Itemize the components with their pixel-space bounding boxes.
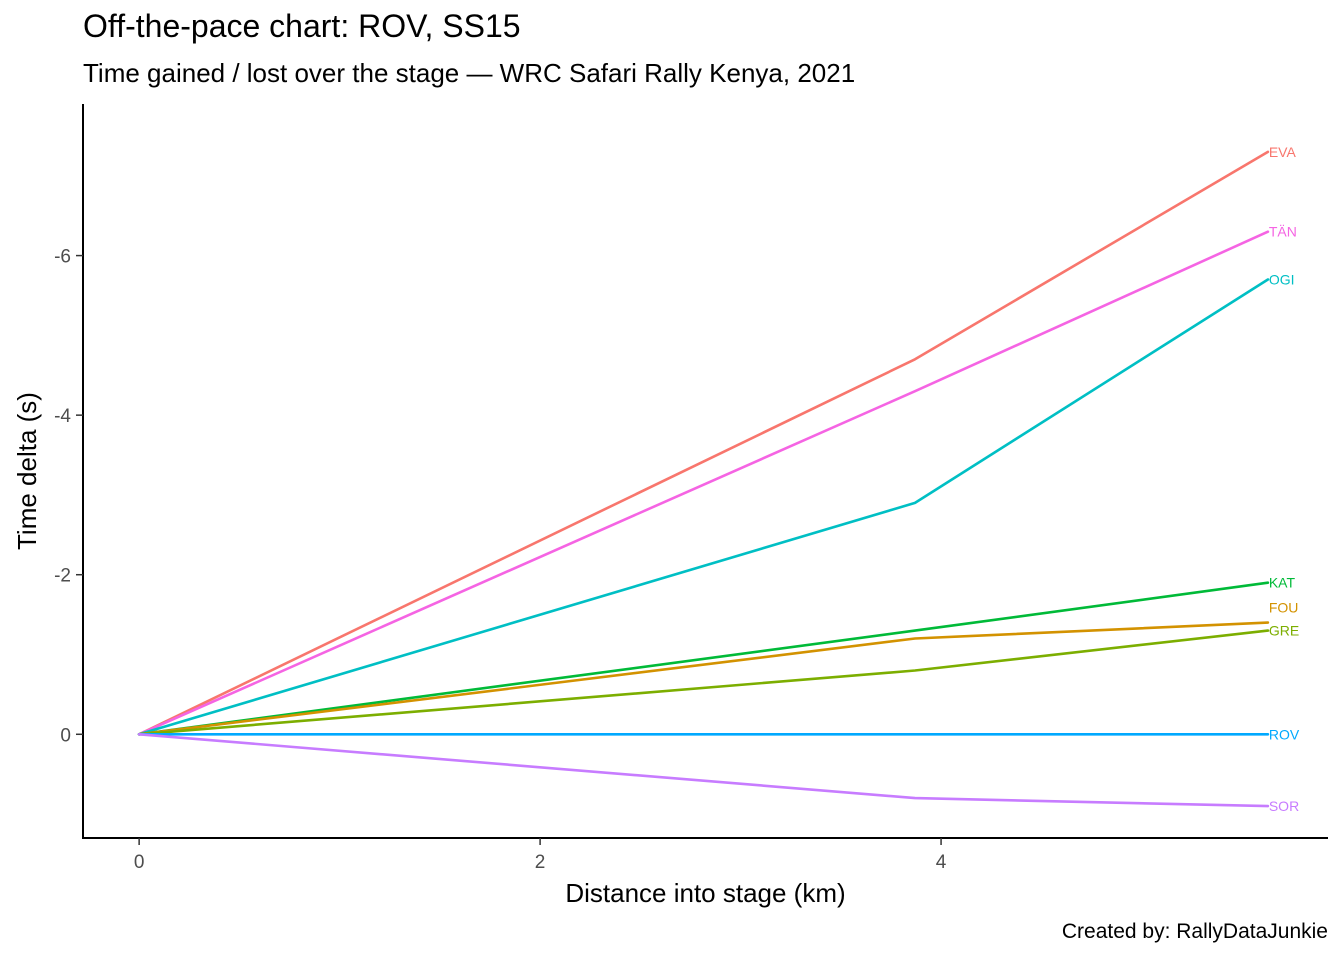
series-label-tän: TÄN [1269, 224, 1297, 240]
series-label-kat: KAT [1269, 575, 1296, 591]
series-end-labels: EVA TÄN OGI KAT FOU GRE ROV SOR [1269, 144, 1300, 814]
chart-caption: Created by: RallyDataJunkie [1061, 920, 1328, 943]
series-line-kat [137, 581, 1270, 736]
y-tick-label: -2 [54, 566, 71, 587]
y-tick-label: 0 [60, 725, 71, 746]
y-axis-title: Time delta (s) [12, 392, 42, 550]
x-tick-label: 4 [936, 852, 947, 873]
chart-subtitle: Time gained / lost over the stage — WRC … [83, 58, 856, 88]
series-label-fou: FOU [1269, 600, 1299, 616]
series-lines [137, 150, 1270, 808]
y-axis: 0 -2 -4 -6 [54, 247, 83, 746]
x-axis: 0 2 4 [134, 838, 947, 873]
series-label-rov: ROV [1269, 726, 1300, 742]
series-line-eva [137, 150, 1270, 736]
series-label-eva: EVA [1269, 144, 1297, 160]
series-line-tän [137, 230, 1270, 736]
series-line-fou [137, 621, 1270, 736]
y-tick-label: -6 [54, 247, 71, 268]
x-axis-title: Distance into stage (km) [565, 878, 845, 908]
y-tick-label: -4 [54, 406, 71, 427]
series-label-sor: SOR [1269, 798, 1299, 814]
series-line-ogi [137, 278, 1270, 736]
chart-title: Off-the-pace chart: ROV, SS15 [83, 8, 521, 44]
series-label-gre: GRE [1269, 623, 1299, 639]
x-tick-label: 0 [134, 852, 145, 873]
series-label-ogi: OGI [1269, 272, 1295, 288]
series-line-gre [137, 629, 1270, 736]
x-tick-label: 2 [535, 852, 546, 873]
series-line-sor [137, 732, 1270, 808]
